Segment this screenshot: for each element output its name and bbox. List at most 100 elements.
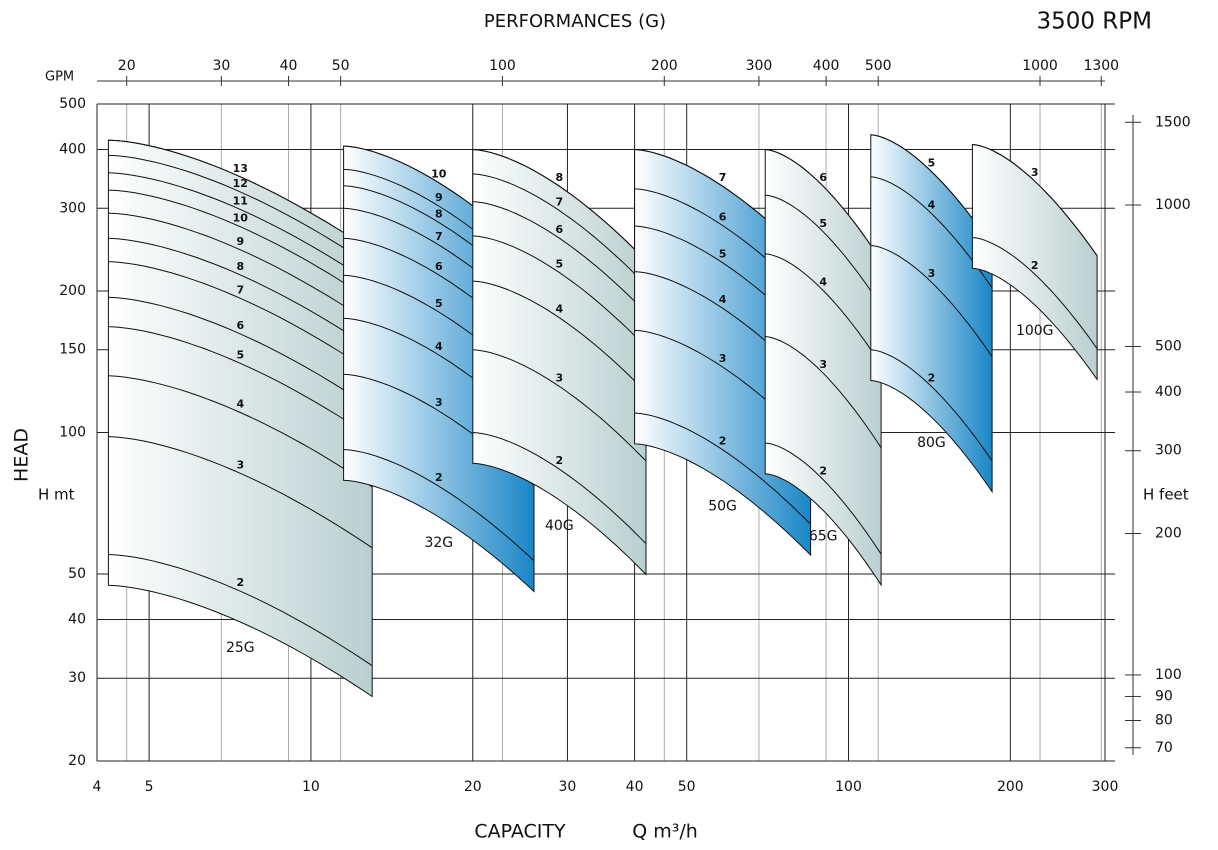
x-tick-label: 100 bbox=[835, 779, 862, 795]
stage-curve bbox=[972, 144, 1098, 256]
stage-label: 12 bbox=[233, 177, 248, 190]
y2-tick-label: 500 bbox=[1155, 338, 1182, 354]
stage-curve bbox=[634, 412, 811, 525]
y2-tick-label: 70 bbox=[1155, 740, 1173, 756]
y2-tick-label: 80 bbox=[1155, 712, 1173, 728]
stage-label: 5 bbox=[719, 248, 727, 261]
stage-label: 7 bbox=[556, 196, 564, 209]
stage-curve bbox=[108, 261, 373, 374]
x-tick-label: 200 bbox=[997, 779, 1024, 795]
stage-label: 3 bbox=[719, 352, 727, 365]
stage-curve bbox=[870, 245, 993, 357]
stage-label: 3 bbox=[928, 267, 936, 280]
stage-curve bbox=[108, 375, 373, 488]
stage-label: 4 bbox=[556, 303, 564, 316]
stage-label: 4 bbox=[236, 398, 244, 411]
stage-label: 7 bbox=[435, 230, 443, 243]
stage-label: 6 bbox=[236, 319, 244, 332]
x-tick-label: 20 bbox=[464, 779, 482, 795]
x2-tick-label: 500 bbox=[865, 58, 892, 74]
y2-tick-label: 1000 bbox=[1155, 197, 1191, 213]
stage-label: 9 bbox=[236, 235, 244, 248]
stage-label: 5 bbox=[556, 258, 564, 271]
x2-tick-label: 1000 bbox=[1022, 58, 1058, 74]
stage-label: 5 bbox=[236, 348, 244, 361]
stage-label: 6 bbox=[719, 210, 727, 223]
stage-label: 3 bbox=[556, 371, 564, 384]
stage-label: 2 bbox=[556, 454, 564, 467]
stage-label: 11 bbox=[233, 194, 248, 207]
y-tick-label: 200 bbox=[59, 283, 86, 299]
x-tick-label: 5 bbox=[145, 779, 154, 795]
y-axis-label: HEAD bbox=[11, 428, 33, 482]
family-label: 80G bbox=[917, 435, 946, 451]
stage-label: 10 bbox=[431, 168, 447, 181]
x2-tick-label: 200 bbox=[651, 58, 678, 74]
stage-curve bbox=[972, 237, 1098, 349]
family-label: 40G bbox=[545, 518, 574, 534]
stage-label: 2 bbox=[236, 576, 244, 589]
stage-curve bbox=[472, 201, 647, 314]
x-tick-label: 40 bbox=[626, 779, 644, 795]
x-axis-label: CAPACITY bbox=[474, 821, 566, 843]
stage-curve bbox=[765, 149, 882, 261]
y2-tick-label: 100 bbox=[1155, 667, 1182, 683]
stage-label: 8 bbox=[236, 260, 244, 273]
family-label: 50G bbox=[708, 499, 737, 515]
family-label: 100G bbox=[1016, 323, 1054, 339]
y2-tick-label: 1500 bbox=[1155, 114, 1191, 130]
x2-tick-label: 20 bbox=[118, 58, 136, 74]
stage-curve bbox=[108, 436, 373, 549]
y2-tick-label: 90 bbox=[1155, 688, 1173, 704]
stage-curve bbox=[765, 194, 882, 307]
stage-curve bbox=[108, 326, 373, 439]
y-axis-unit: H mt bbox=[38, 486, 75, 504]
stage-curve bbox=[108, 554, 373, 667]
stage-curve bbox=[108, 154, 373, 267]
stage-label: 2 bbox=[435, 471, 443, 484]
stage-label: 4 bbox=[435, 340, 443, 353]
chart-subtitle: 3500 RPM bbox=[1036, 9, 1152, 35]
stage-curve bbox=[343, 449, 535, 562]
stage-curve bbox=[108, 189, 373, 302]
y-tick-label: 20 bbox=[68, 753, 86, 769]
stage-label: 3 bbox=[819, 358, 827, 371]
stage-label: 2 bbox=[819, 465, 827, 478]
stage-label: 7 bbox=[236, 283, 244, 296]
stage-label: 5 bbox=[928, 156, 936, 169]
y-tick-label: 500 bbox=[59, 96, 86, 112]
stage-label: 4 bbox=[719, 293, 727, 306]
y-tick-label: 300 bbox=[59, 200, 86, 216]
stage-label: 2 bbox=[928, 371, 936, 384]
y2-tick-label: 400 bbox=[1155, 384, 1182, 400]
x-tick-label: 30 bbox=[559, 779, 577, 795]
x2-tick-label: 50 bbox=[332, 58, 350, 74]
stage-label: 6 bbox=[819, 171, 827, 184]
x-tick-label: 300 bbox=[1092, 779, 1119, 795]
y2-tick-label: 300 bbox=[1155, 443, 1182, 459]
stage-curve bbox=[108, 296, 373, 409]
x2-unit: GPM bbox=[45, 70, 74, 85]
stage-curve bbox=[108, 237, 373, 350]
stage-label: 10 bbox=[233, 212, 249, 225]
stage-label: 3 bbox=[1031, 166, 1039, 179]
stage-label: 6 bbox=[435, 260, 443, 273]
x-tick-label: 4 bbox=[93, 779, 102, 795]
stage-label: 13 bbox=[233, 162, 248, 175]
x2-tick-label: 30 bbox=[212, 58, 230, 74]
y2-tick-label: 200 bbox=[1155, 525, 1182, 541]
y-tick-label: 100 bbox=[59, 425, 86, 441]
stage-label: 7 bbox=[719, 171, 727, 184]
stage-label: 3 bbox=[435, 396, 443, 409]
y2-axis-unit: H feet bbox=[1143, 486, 1189, 504]
x-tick-label: 10 bbox=[302, 779, 320, 795]
stage-label: 9 bbox=[435, 191, 443, 204]
x2-tick-label: 40 bbox=[280, 58, 298, 74]
family-label: 32G bbox=[424, 535, 453, 551]
family-label: 25G bbox=[226, 640, 255, 656]
stage-curve bbox=[472, 432, 647, 545]
x2-tick-label: 100 bbox=[489, 58, 516, 74]
stage-label: 4 bbox=[819, 275, 827, 288]
stage-label: 2 bbox=[1031, 259, 1039, 272]
